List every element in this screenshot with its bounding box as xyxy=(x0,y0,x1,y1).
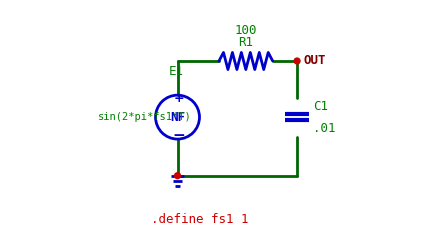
Text: E1: E1 xyxy=(169,65,184,78)
Text: 100: 100 xyxy=(235,24,257,37)
Text: OUT: OUT xyxy=(303,54,326,68)
Text: .01: .01 xyxy=(313,122,336,135)
Text: NF: NF xyxy=(170,111,185,124)
Circle shape xyxy=(294,58,300,64)
Text: +: + xyxy=(173,92,184,105)
Text: C1: C1 xyxy=(313,100,328,113)
Text: sin(2*pi*fs1*T): sin(2*pi*fs1*T) xyxy=(98,112,191,122)
Text: −: − xyxy=(173,128,185,143)
Text: R1: R1 xyxy=(238,36,253,49)
Text: .define fs1 1: .define fs1 1 xyxy=(151,213,248,226)
Circle shape xyxy=(175,173,180,179)
